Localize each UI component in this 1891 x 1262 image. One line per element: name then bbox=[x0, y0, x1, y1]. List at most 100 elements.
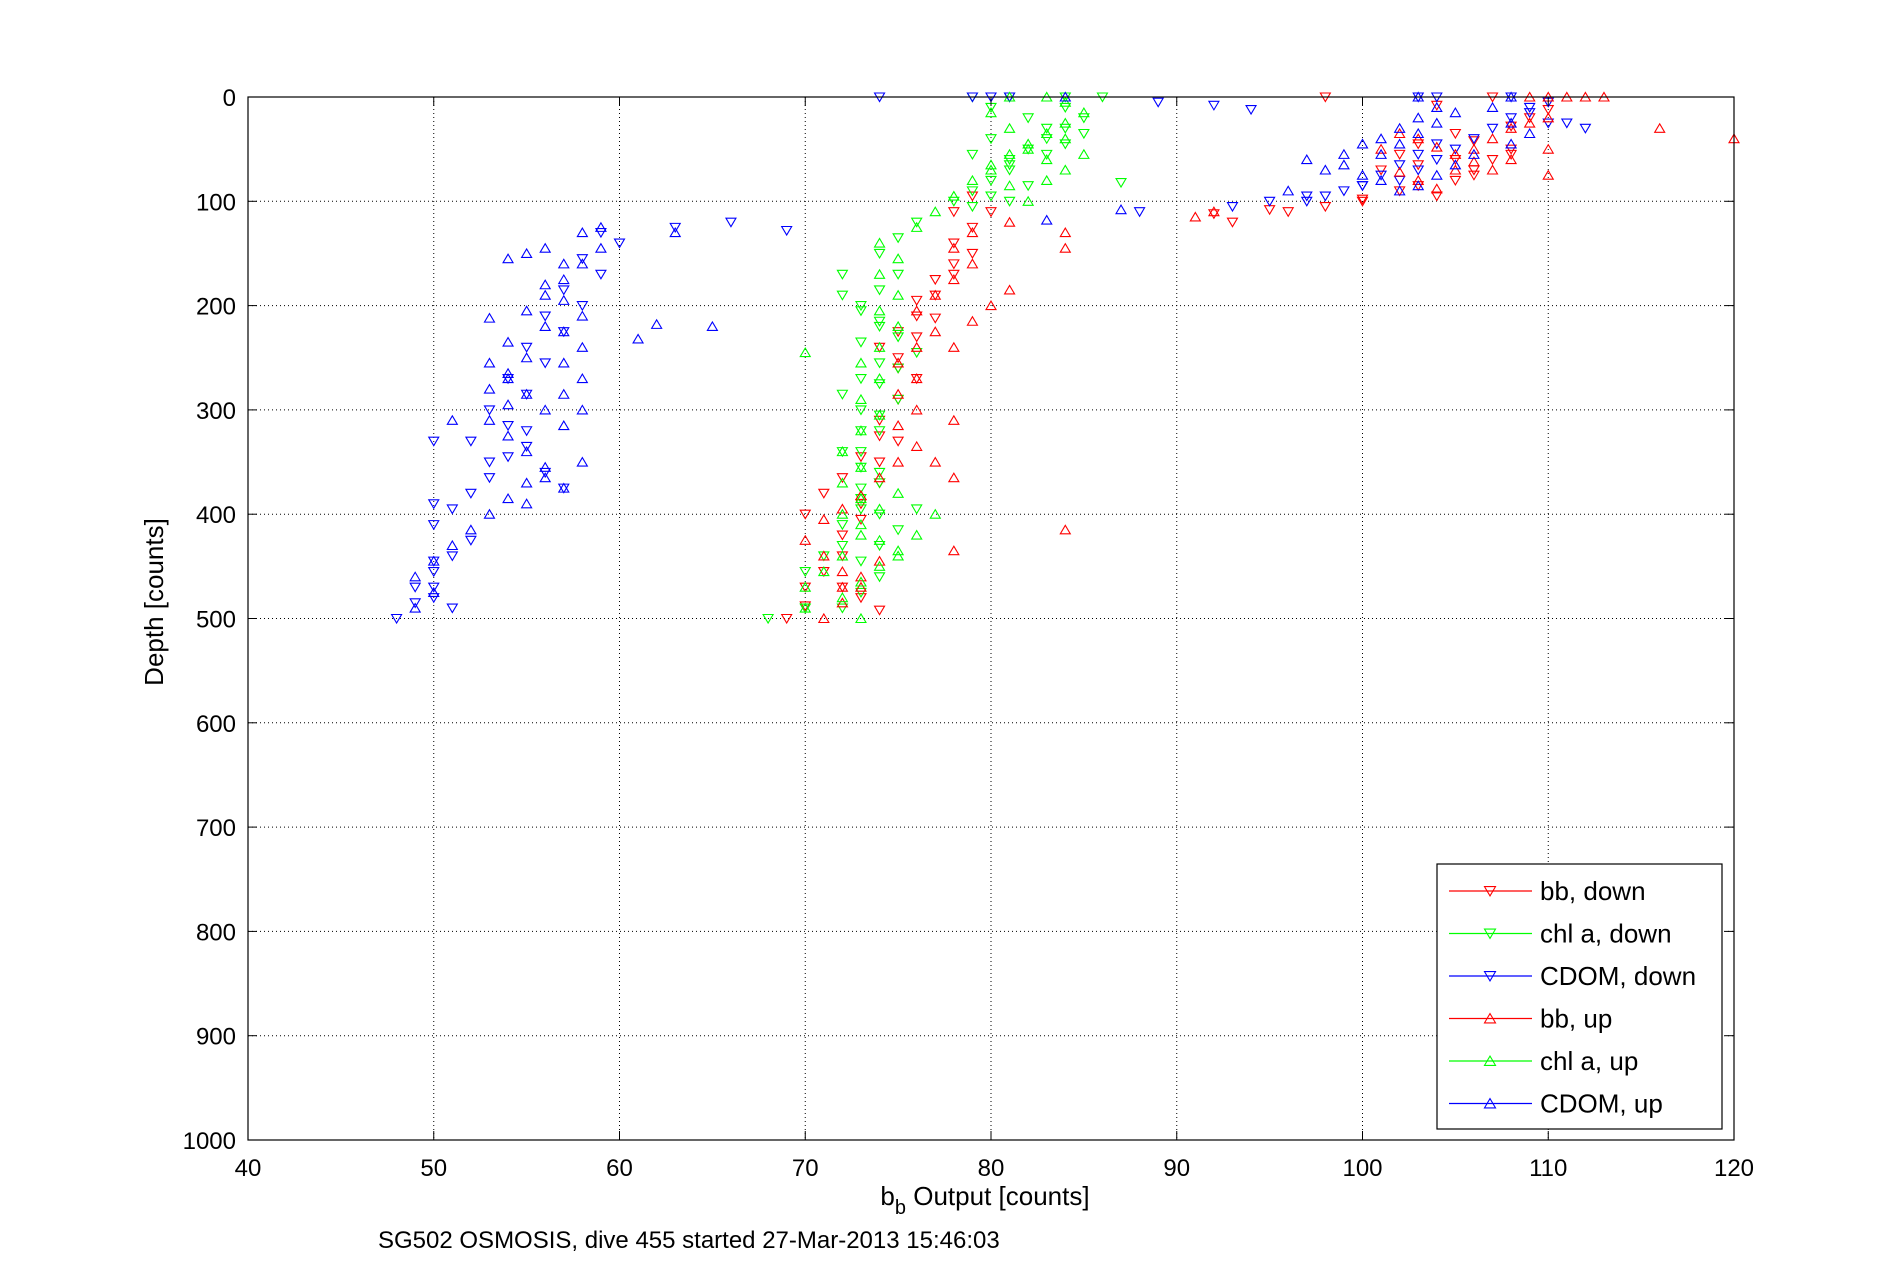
data-point bbox=[799, 602, 812, 613]
data-point bbox=[873, 321, 886, 333]
data-point bbox=[1040, 123, 1053, 134]
data-point bbox=[1356, 194, 1369, 205]
data-point bbox=[873, 285, 886, 296]
data-point bbox=[427, 567, 440, 578]
data-point bbox=[539, 320, 552, 332]
data-point bbox=[892, 353, 905, 364]
x-tick-label: 100 bbox=[1342, 1155, 1382, 1182]
data-point bbox=[1059, 123, 1072, 134]
data-point bbox=[836, 550, 849, 561]
data-point bbox=[892, 388, 905, 399]
data-point bbox=[873, 409, 886, 420]
data-point bbox=[557, 273, 570, 285]
data-point bbox=[1040, 149, 1053, 160]
x-tick-label: 40 bbox=[235, 1155, 262, 1182]
data-point bbox=[1022, 143, 1035, 154]
data-point bbox=[557, 258, 570, 269]
y-tick-label: 400 bbox=[196, 502, 236, 529]
data-point bbox=[892, 233, 905, 244]
data-point bbox=[855, 461, 867, 472]
data-point bbox=[855, 514, 867, 525]
data-point bbox=[873, 373, 886, 384]
x-tick-label: 120 bbox=[1714, 1155, 1754, 1182]
data-point bbox=[1449, 128, 1462, 140]
legend-box bbox=[1436, 863, 1723, 1130]
data-point bbox=[836, 503, 849, 514]
data-point bbox=[1523, 117, 1536, 128]
data-point bbox=[910, 404, 923, 415]
data-point bbox=[1077, 148, 1090, 159]
data-point bbox=[1022, 138, 1035, 149]
data-point bbox=[446, 539, 459, 551]
legend-label: chl a, up bbox=[1540, 1046, 1638, 1076]
data-point bbox=[557, 294, 570, 305]
data-point bbox=[947, 545, 960, 556]
data-point bbox=[1003, 148, 1016, 159]
data-point bbox=[1393, 122, 1406, 133]
data-point bbox=[799, 534, 812, 545]
data-point bbox=[1059, 164, 1072, 175]
data-point bbox=[855, 447, 867, 458]
data-point bbox=[966, 149, 979, 160]
data-point bbox=[1319, 164, 1332, 175]
data-point bbox=[1077, 128, 1090, 140]
data-point bbox=[947, 269, 960, 280]
data-point bbox=[1375, 165, 1388, 176]
data-point bbox=[557, 326, 570, 337]
data-point bbox=[836, 581, 849, 592]
data-point bbox=[576, 254, 589, 265]
data-point bbox=[613, 238, 626, 249]
data-point bbox=[873, 358, 886, 369]
data-point bbox=[1375, 133, 1388, 144]
data-point bbox=[780, 613, 793, 625]
data-point bbox=[1003, 284, 1016, 295]
data-point bbox=[427, 586, 440, 597]
data-point bbox=[947, 259, 960, 270]
data-point bbox=[520, 388, 533, 399]
data-point bbox=[836, 597, 849, 608]
data-point bbox=[1003, 155, 1016, 166]
data-point bbox=[855, 581, 867, 592]
data-point bbox=[910, 440, 923, 451]
data-point bbox=[1393, 185, 1406, 196]
data-point bbox=[1393, 127, 1406, 139]
data-point bbox=[873, 426, 886, 437]
legend-swatch-marker bbox=[1483, 1012, 1497, 1024]
data-point bbox=[594, 221, 607, 232]
data-point bbox=[985, 207, 997, 218]
data-point bbox=[1412, 133, 1425, 144]
data-point bbox=[817, 612, 830, 624]
data-point bbox=[799, 346, 812, 358]
data-point bbox=[910, 332, 923, 343]
data-point bbox=[539, 461, 552, 472]
data-point bbox=[1393, 138, 1406, 149]
data-point bbox=[1375, 148, 1388, 159]
data-point bbox=[910, 341, 923, 352]
data-point bbox=[1115, 177, 1127, 189]
data-point bbox=[947, 196, 960, 207]
data-point bbox=[706, 320, 719, 332]
data-point bbox=[855, 301, 867, 312]
data-point bbox=[594, 228, 607, 239]
data-point bbox=[892, 269, 905, 280]
legend-item: chl a, up bbox=[1449, 1046, 1638, 1076]
data-point bbox=[1542, 112, 1555, 123]
data-point bbox=[966, 186, 979, 197]
data-point bbox=[1356, 169, 1369, 180]
data-point bbox=[873, 540, 886, 552]
data-point bbox=[446, 504, 459, 515]
data-point bbox=[427, 555, 440, 566]
data-point bbox=[1412, 149, 1425, 160]
data-point bbox=[1430, 101, 1443, 112]
data-point bbox=[910, 373, 923, 384]
data-point bbox=[1412, 165, 1425, 176]
data-point bbox=[1542, 118, 1555, 129]
data-point bbox=[1505, 117, 1518, 128]
data-point bbox=[892, 289, 905, 300]
data-point bbox=[836, 530, 849, 541]
data-point bbox=[1486, 133, 1499, 144]
data-point bbox=[892, 327, 905, 338]
data-point bbox=[1319, 201, 1332, 213]
data-point bbox=[1430, 139, 1443, 150]
caption: SG502 OSMOSIS, dive 455 started 27-Mar-2… bbox=[378, 1227, 1000, 1254]
